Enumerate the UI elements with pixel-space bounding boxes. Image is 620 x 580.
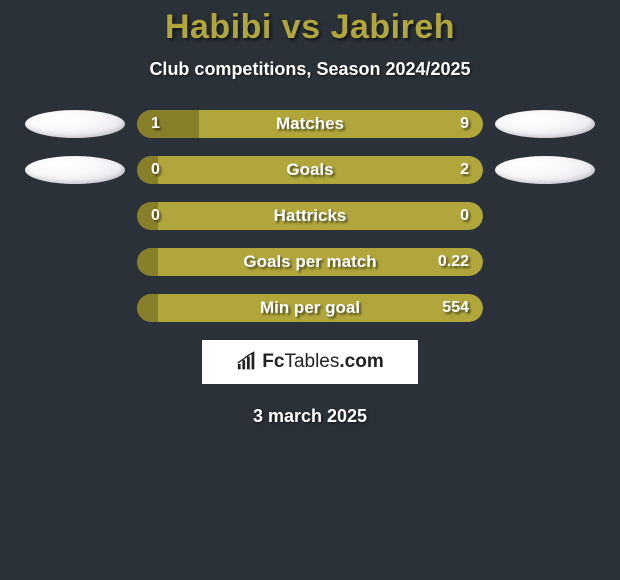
stat-bar: Goals per match0.22 (137, 248, 483, 276)
fctables-logo[interactable]: FcTables.com (202, 340, 418, 384)
player-left-icon (25, 110, 125, 138)
stat-row: Goals per match0.22 (0, 248, 620, 276)
stat-bar-fill-left (137, 110, 199, 138)
logo-text-tables: Tables (284, 351, 339, 372)
comparison-widget: Habibi vs Jabireh Club competitions, Sea… (0, 0, 620, 427)
player-right-icon (495, 156, 595, 184)
snapshot-date: 3 march 2025 (0, 406, 620, 427)
stat-bar-bg (137, 294, 483, 322)
ellipse-icon (495, 156, 595, 184)
stat-bar: Goals02 (137, 156, 483, 184)
stat-bar-bg (137, 248, 483, 276)
stat-bar-fill-left (137, 294, 158, 322)
stat-row: Min per goal554 (0, 294, 620, 322)
stat-row: Goals02 (0, 156, 620, 184)
logo-text-dotcom: .com (339, 351, 383, 372)
logo-text: FcTables.com (262, 351, 383, 373)
ellipse-icon (25, 110, 125, 138)
stat-bar: Hattricks00 (137, 202, 483, 230)
stat-row: Hattricks00 (0, 202, 620, 230)
logo-text-fc: Fc (262, 351, 284, 372)
stat-rows: Matches19 Goals02 Hattricks00 Goals per mat… (0, 110, 620, 322)
stat-bar-fill-left (137, 156, 158, 184)
stat-bar-bg (137, 202, 483, 230)
stat-bar-bg (137, 156, 483, 184)
ellipse-icon (25, 156, 125, 184)
stat-bar: Matches19 (137, 110, 483, 138)
stat-bar: Min per goal554 (137, 294, 483, 322)
page-title: Habibi vs Jabireh (0, 8, 620, 47)
stat-bar-fill-left (137, 248, 158, 276)
player-left-icon (25, 156, 125, 184)
bar-chart-icon (236, 351, 258, 373)
ellipse-icon (495, 110, 595, 138)
stat-row: Matches19 (0, 110, 620, 138)
stat-bar-fill-left (137, 202, 158, 230)
page-subtitle: Club competitions, Season 2024/2025 (0, 59, 620, 80)
player-right-icon (495, 110, 595, 138)
